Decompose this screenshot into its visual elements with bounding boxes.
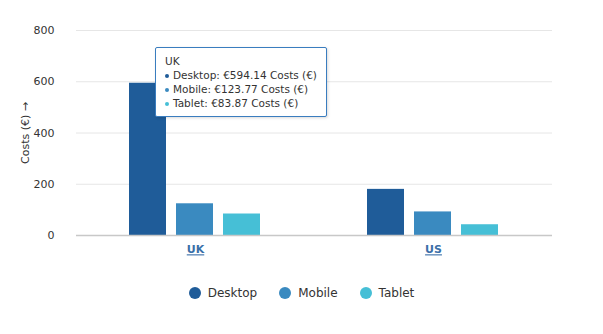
html-text:Tablet: €83.87 Costs (€): Tablet: €83.87 Costs (€)	[173, 97, 299, 109]
html-text:Desktop: €594.14 Costs (€): Desktop: €594.14 Costs (€)	[173, 69, 317, 81]
html-text:Mobile: Mobile	[298, 286, 338, 300]
svg-text:0: 0	[48, 229, 55, 242]
svg-text:400: 400	[34, 127, 55, 140]
svg-text:UK: UK	[187, 243, 205, 256]
svg-text:US: US	[425, 243, 442, 256]
svg-text:800: 800	[34, 24, 55, 37]
svg-text:200: 200	[34, 178, 55, 191]
svg-text:600: 600	[34, 75, 55, 88]
html-text:Desktop: Desktop	[207, 286, 258, 300]
html-text:Mobile: €123.77 Costs (€): Mobile: €123.77 Costs (€)	[173, 83, 309, 95]
svg-text:Costs (€) →: Costs (€) →	[19, 102, 32, 164]
html-text:Tablet: Tablet	[378, 286, 415, 300]
html-text:UK: UK	[165, 55, 180, 67]
